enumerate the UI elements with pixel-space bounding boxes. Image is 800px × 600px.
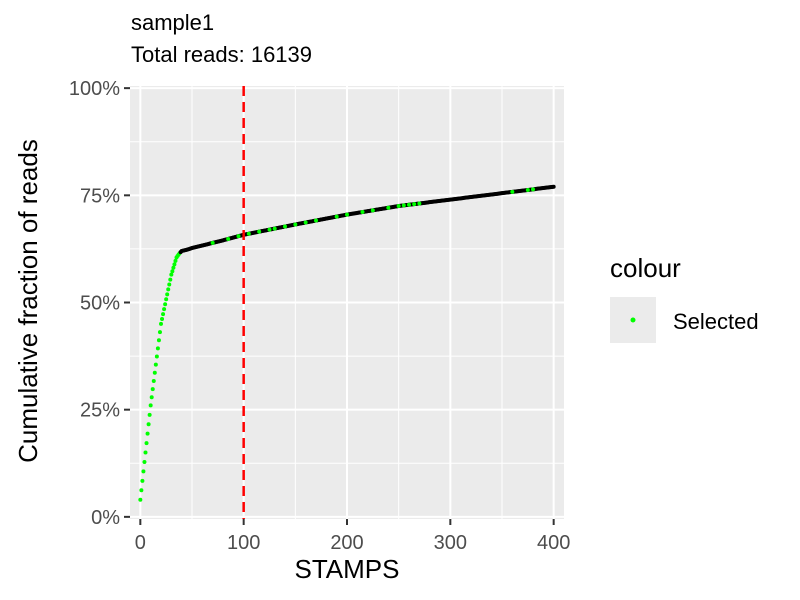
selected-point — [156, 338, 161, 343]
selected-point — [236, 234, 241, 239]
selected-point — [334, 214, 339, 219]
x-axis-label: STAMPS — [295, 554, 400, 584]
selected-point — [151, 378, 156, 383]
selected-point — [525, 187, 530, 192]
selected-point — [386, 205, 391, 210]
selected-point — [172, 262, 177, 267]
selected-point — [154, 354, 159, 359]
selected-point — [267, 227, 272, 232]
selected-point — [141, 469, 146, 474]
selected-point — [210, 240, 215, 245]
selected-point — [144, 441, 149, 446]
selected-point — [407, 202, 411, 207]
selected-point — [162, 307, 167, 312]
selected-point — [293, 222, 298, 227]
selected-point — [159, 321, 163, 326]
selected-point — [510, 189, 515, 194]
selected-point — [155, 346, 160, 351]
y-tick-label: 0% — [91, 507, 120, 529]
selected-point — [166, 287, 171, 292]
highlight-points — [210, 187, 535, 245]
y-tick-label: 75% — [80, 185, 120, 207]
x-axis: 0 100 200 300 400 — [135, 519, 570, 554]
selected-point — [226, 236, 231, 241]
x-tick-label: 100 — [227, 532, 260, 554]
selected-point — [149, 395, 154, 400]
selected-point — [303, 220, 308, 225]
selected-point — [173, 258, 178, 263]
legend-key-point — [630, 317, 636, 323]
selected-point — [146, 422, 151, 427]
selected-point — [163, 302, 168, 307]
legend-label: Selected — [673, 309, 759, 334]
y-tick-label: 25% — [80, 400, 120, 422]
selected-point — [170, 269, 175, 274]
selected-point — [417, 201, 422, 206]
selected-point — [150, 387, 155, 392]
selected-point — [246, 231, 251, 236]
selected-point — [157, 330, 162, 335]
selected-point — [148, 403, 153, 408]
selected-point — [272, 226, 277, 231]
chart-title: sample1 — [131, 10, 214, 35]
curve-point — [551, 184, 556, 189]
selected-point — [161, 312, 166, 317]
selected-point — [531, 187, 535, 192]
selected-point — [160, 317, 165, 322]
legend: colour Selected — [610, 253, 759, 343]
selected-point — [138, 497, 143, 502]
x-tick-label: 200 — [330, 532, 363, 554]
y-tick-label: 100% — [69, 78, 120, 100]
x-tick-label: 300 — [434, 532, 467, 554]
selected-point — [314, 218, 318, 223]
y-axis-label: Cumulative fraction of reads — [13, 139, 43, 463]
selected-point — [165, 292, 170, 297]
selected-point — [145, 431, 150, 436]
x-tick-label: 0 — [135, 532, 146, 554]
selected-point — [140, 478, 145, 483]
selected-point — [283, 224, 287, 229]
selected-point — [167, 282, 172, 287]
selected-point — [142, 459, 147, 464]
legend-title: colour — [610, 253, 681, 283]
chart-subtitle: Total reads: 16139 — [131, 42, 312, 67]
selected-point — [169, 272, 174, 277]
selected-point — [370, 208, 375, 213]
selected-point — [412, 202, 417, 207]
selected-point — [153, 362, 158, 367]
y-tick-label: 50% — [80, 293, 120, 315]
selected-point — [139, 488, 144, 493]
y-axis: 0% 25% 50% 75% 100% — [69, 78, 130, 529]
selected-point — [168, 277, 173, 282]
selected-point — [345, 212, 349, 217]
selected-point — [401, 203, 406, 208]
selected-point — [143, 450, 148, 455]
selected-point — [171, 265, 176, 270]
selected-point — [147, 412, 152, 417]
selected-point — [360, 210, 365, 215]
selected-point — [164, 297, 169, 302]
selected-point — [396, 204, 401, 209]
x-tick-label: 400 — [537, 532, 570, 554]
selected-point — [152, 370, 157, 375]
selected-point — [257, 229, 262, 234]
